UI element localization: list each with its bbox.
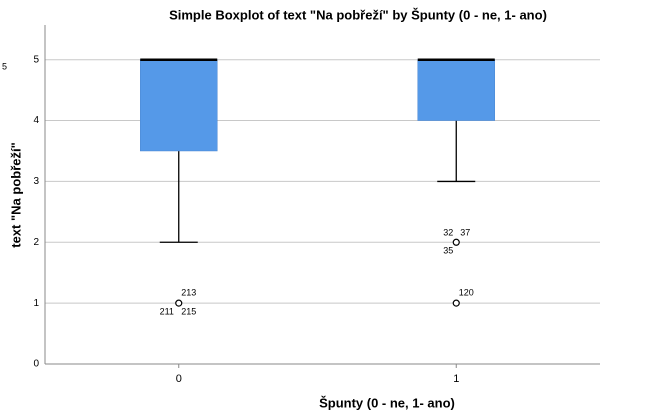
- outlier-label: 32: [443, 228, 453, 238]
- x-axis-label: Špunty (0 - ne, 1- ano): [319, 395, 455, 410]
- y-tick-label: 3: [33, 176, 39, 187]
- y-tick-label: 2: [33, 237, 39, 248]
- outlier-label: 215: [181, 307, 196, 317]
- x-tick-label: 1: [453, 373, 459, 385]
- box: [140, 59, 218, 152]
- outlier-label: 37: [460, 228, 470, 238]
- outlier-label: 211: [160, 307, 174, 317]
- box: [417, 59, 495, 121]
- y-tick-label: 4: [33, 115, 39, 126]
- y-tick-label: 0: [33, 359, 39, 370]
- outlier: [452, 299, 460, 307]
- y-tick-label: 5: [33, 54, 39, 65]
- chart-title: Simple Boxplot of text "Na pobřeží" by Š…: [169, 7, 547, 22]
- outlier: [452, 238, 460, 246]
- y-axis-label: text "Na pobřeží": [8, 142, 23, 248]
- outlier-label: 213: [181, 288, 196, 298]
- outlier-label: 35: [443, 246, 453, 256]
- y-tick-label: 1: [33, 298, 39, 309]
- outlier-label: 120: [459, 288, 474, 298]
- x-tick-label: 0: [176, 373, 182, 385]
- outlier: [175, 299, 183, 307]
- corner-label: 5: [2, 61, 7, 71]
